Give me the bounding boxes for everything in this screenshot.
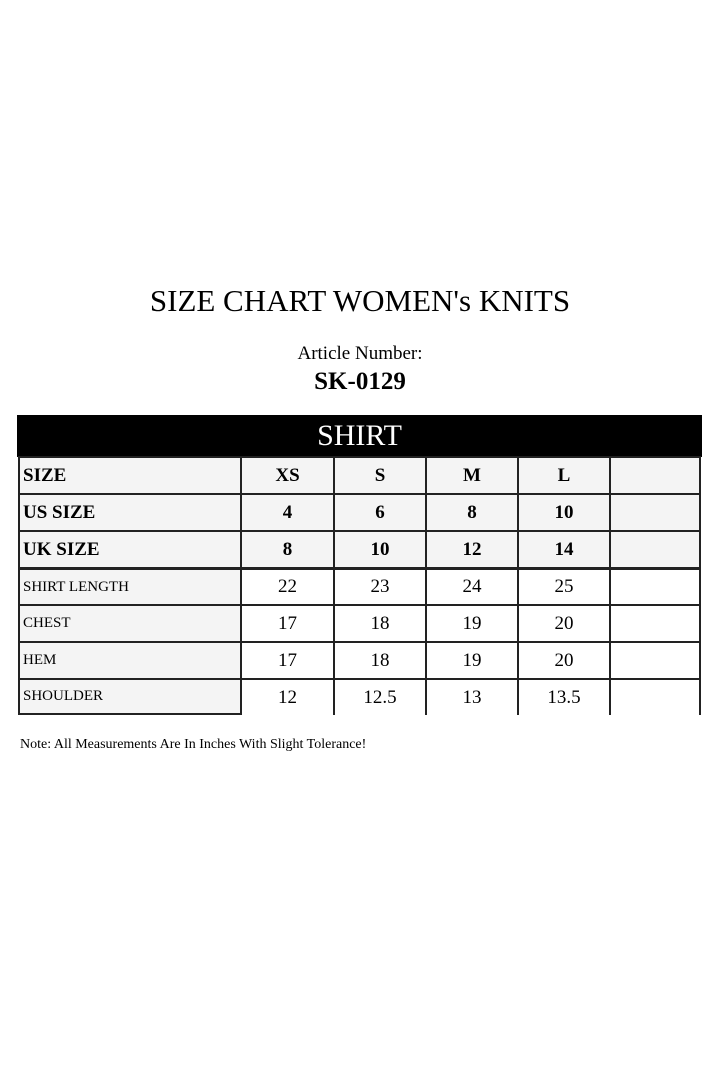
table-cell: 13	[425, 678, 517, 715]
row-label: UK SIZE	[18, 530, 240, 567]
row-label: US SIZE	[18, 493, 240, 530]
article-number-label: Article Number:	[297, 343, 423, 364]
table-cell: 19	[425, 641, 517, 678]
table-cell: 12	[240, 678, 333, 715]
table-cell: 8	[425, 493, 517, 530]
table-cell: 22	[240, 567, 333, 604]
table-cell: 12.5	[333, 678, 425, 715]
table-cell: L	[517, 456, 609, 493]
table-cell: 10	[333, 530, 425, 567]
table-cell	[609, 530, 701, 567]
table-cell: 25	[517, 567, 609, 604]
row-label: CHEST	[18, 604, 240, 641]
article-number: SK-0129	[314, 368, 406, 395]
row-label: HEM	[18, 641, 240, 678]
table-cell: 14	[517, 530, 609, 567]
table-cell: M	[425, 456, 517, 493]
table-cell: 8	[240, 530, 333, 567]
page-title: SIZE CHART WOMEN's KNITS	[149, 283, 571, 318]
table-cell: 24	[425, 567, 517, 604]
table-cell	[609, 456, 701, 493]
table-cell: 13.5	[517, 678, 609, 715]
table-cell	[609, 678, 701, 715]
table-cell: 10	[517, 493, 609, 530]
row-label: SIZE	[18, 456, 240, 493]
table-cell: 4	[240, 493, 333, 530]
table-cell: 19	[425, 604, 517, 641]
table-cell: 20	[517, 604, 609, 641]
table-cell: 18	[333, 641, 425, 678]
table-cell: 17	[240, 641, 333, 678]
row-label: SHOULDER	[18, 678, 240, 715]
table-cell	[609, 604, 701, 641]
table-cell: 12	[425, 530, 517, 567]
row-label: SHIRT LENGTH	[18, 567, 240, 604]
table-cell	[609, 641, 701, 678]
table-cell	[609, 567, 701, 604]
section-banner: SHIRT	[17, 415, 702, 457]
table-cell: 20	[517, 641, 609, 678]
measurement-note: Note: All Measurements Are In Inches Wit…	[20, 737, 367, 752]
table-cell: 17	[240, 604, 333, 641]
table-cell	[609, 493, 701, 530]
table-cell: XS	[240, 456, 333, 493]
table-cell: 23	[333, 567, 425, 604]
table-cell: S	[333, 456, 425, 493]
table-cell: 6	[333, 493, 425, 530]
table-cell: 18	[333, 604, 425, 641]
